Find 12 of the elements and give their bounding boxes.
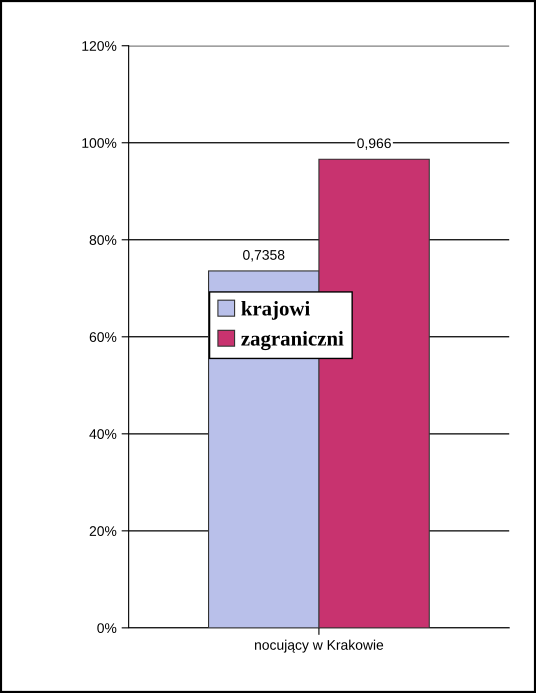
x-tick-label: nocujący w Krakowie — [255, 640, 384, 653]
data-label: 0,966 — [357, 138, 391, 150]
y-tick-label: 100% — [82, 138, 116, 148]
legend-label: krajowi — [241, 300, 310, 320]
y-tick-label: 120% — [82, 41, 116, 51]
y-tick-label: 20% — [90, 526, 116, 536]
data-label: 0,7358 — [243, 250, 284, 262]
y-tick-label: 0% — [97, 623, 116, 634]
y-tick-label: 40% — [89, 429, 116, 439]
y-tick-label: 80% — [90, 235, 116, 245]
legend-label: zagraniczni — [241, 331, 344, 350]
y-tick-label: 60% — [90, 332, 116, 342]
